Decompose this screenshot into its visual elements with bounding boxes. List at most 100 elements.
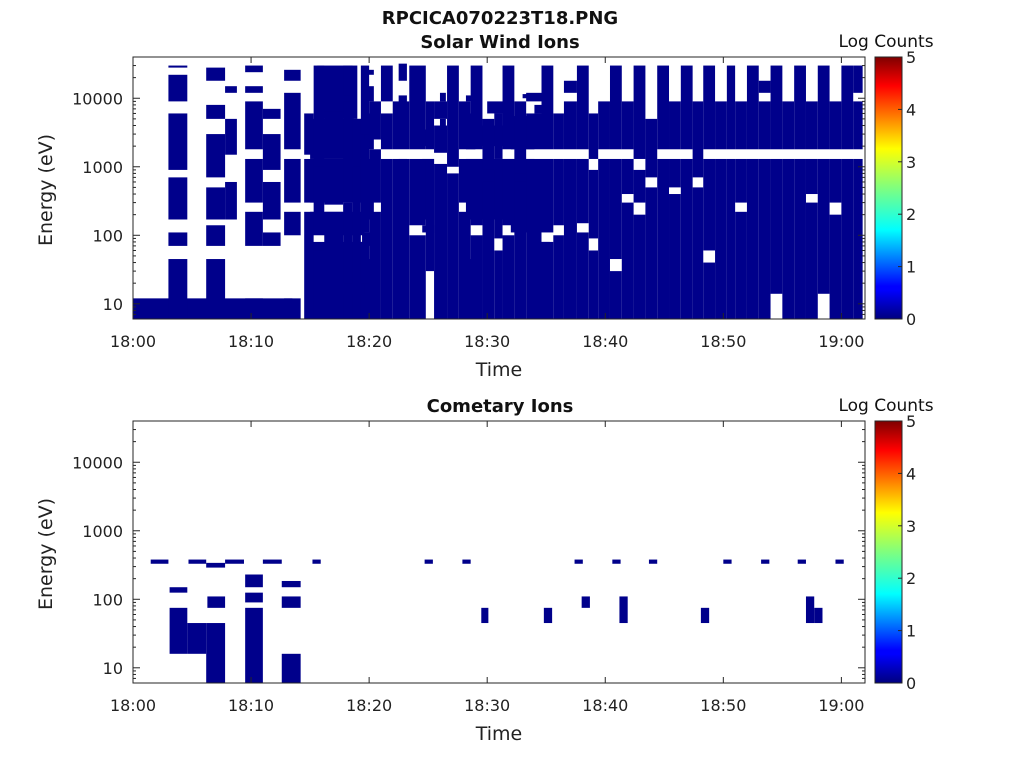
heatmap-cell: [829, 214, 842, 319]
heatmap-cell: [645, 118, 658, 178]
colorbar-tick-label: 5: [906, 48, 916, 67]
heatmap-cell: [746, 65, 759, 150]
heatmap-cell: [245, 101, 263, 150]
heatmap-cell: [262, 559, 282, 564]
heatmap-cell: [619, 596, 628, 624]
heatmap-cell: [770, 65, 783, 150]
heatmap-cells: [150, 559, 844, 683]
heatmap-cell: [553, 158, 564, 226]
heatmap-cell: [207, 596, 226, 608]
heatmap-cell: [609, 158, 622, 260]
colorbar-tick-label: 3: [906, 153, 916, 172]
heatmap-cell: [262, 232, 281, 246]
heatmap-cell: [439, 92, 446, 102]
heatmap-cell: [735, 211, 747, 319]
heatmap-cell: [470, 65, 483, 150]
heatmap-cell: [829, 101, 842, 150]
heatmap-cell: [576, 232, 589, 319]
heatmap-cell: [168, 259, 188, 319]
heatmap-cell: [245, 592, 263, 603]
heatmap-cell: [853, 101, 863, 150]
heatmap-cell: [703, 158, 716, 251]
heatmap-cell: [458, 158, 471, 203]
heatmap-cell: [621, 101, 634, 150]
heatmap-cell: [853, 65, 863, 93]
x-tick-label: 18:00: [110, 696, 156, 715]
heatmap-cell: [735, 101, 747, 150]
heatmap-cell: [494, 113, 503, 159]
heatmap-cell: [324, 111, 344, 150]
heatmap-cell: [563, 158, 577, 319]
heatmap-cell: [206, 225, 226, 246]
y-axis-label: Energy (eV): [35, 134, 57, 246]
heatmap-cell: [526, 158, 542, 319]
heatmap-cell: [360, 65, 370, 135]
heatmap-cell: [541, 241, 554, 319]
heatmap-cell: [526, 92, 542, 102]
heatmap-cell: [206, 623, 226, 683]
heatmap-cell: [168, 177, 188, 220]
heatmap-cell: [588, 250, 599, 319]
colorbar-label: Log Counts: [838, 396, 933, 416]
x-tick-label: 19:00: [818, 696, 864, 715]
heatmap-cell: [225, 181, 237, 220]
heatmap-cell: [343, 293, 353, 319]
colorbar-ticks: 0 1 2 3 4 5: [898, 412, 916, 693]
heatmap-cell: [245, 574, 263, 588]
heatmap-cell: [343, 65, 353, 96]
heatmap-cell: [841, 65, 854, 150]
heatmap-cell: [245, 211, 263, 246]
colorbar-tick-label: 0: [906, 310, 916, 329]
heatmap-cell: [758, 80, 771, 93]
heatmap-cell: [313, 65, 325, 159]
heatmap-cell: [458, 101, 471, 150]
heatmap-cell: [541, 158, 554, 233]
heatmap-cell: [312, 559, 321, 564]
heatmap-cell: [425, 158, 435, 272]
heatmap-cell: [715, 158, 727, 319]
heatmap-cell: [534, 104, 542, 114]
heatmap-cell: [380, 113, 393, 150]
heatmap-cell: [304, 158, 314, 203]
colorbar-ticks: 0 1 2 3 4 5: [898, 48, 916, 329]
heatmap-cell: [225, 559, 244, 564]
heatmap-cell: [434, 125, 448, 153]
plot-frame: [132, 56, 866, 320]
heatmap-cell: [284, 211, 301, 236]
heatmap-cell: [805, 158, 818, 195]
heatmap-cell: [284, 92, 301, 150]
heatmap-cell: [206, 187, 226, 220]
heatmap-cell: [526, 113, 542, 150]
heatmap-cell: [502, 158, 515, 226]
heatmap-cell: [362, 232, 374, 246]
y-tick-label: 10000: [72, 89, 123, 108]
heatmap-cell: [150, 559, 169, 564]
heatmap-cell: [735, 158, 747, 203]
heatmap-cell: [576, 158, 589, 224]
heatmap-cell: [758, 158, 771, 319]
heatmap-cell: [447, 173, 459, 319]
heatmap-cell: [380, 65, 393, 102]
heatmap-cell: [543, 607, 553, 624]
heatmap-cell: [168, 65, 188, 68]
heatmap-cell: [352, 118, 361, 159]
heatmap-cell: [657, 65, 670, 150]
heatmap-cell: [726, 158, 736, 319]
heatmap-cell: [841, 158, 854, 319]
heatmap-cell: [621, 158, 634, 195]
heatmap-cell: [313, 166, 325, 233]
colorbar-tick-label: 1: [906, 622, 916, 641]
heatmap-cell: [581, 596, 590, 608]
heatmap-cell: [805, 202, 818, 319]
heatmap-cell: [726, 65, 736, 150]
heatmap-cell: [502, 235, 515, 319]
heatmap-cell: [817, 65, 830, 150]
heatmap-cell: [284, 69, 301, 81]
heatmap-cell: [360, 241, 370, 284]
colorbar-tick-label: 0: [906, 674, 916, 693]
y-axis-label: Energy (eV): [35, 498, 57, 610]
heatmap-cell: [262, 134, 281, 170]
heatmap-cell: [514, 101, 527, 174]
colorbar-tick-label: 4: [906, 100, 916, 119]
colorbar-tick-label: 2: [906, 205, 916, 224]
